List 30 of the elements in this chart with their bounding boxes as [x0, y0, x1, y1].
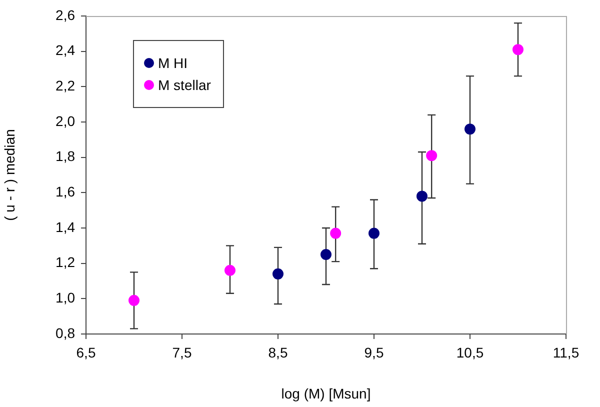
y-tick-label: 0,8 [56, 324, 76, 341]
point [416, 190, 428, 202]
y-tick-label: 1,6 [56, 184, 76, 200]
point [512, 44, 524, 56]
point [426, 150, 438, 162]
x-tick-label: 6,5 [76, 344, 96, 360]
point [368, 228, 380, 239]
y-tick-label: 2,2 [56, 78, 76, 94]
y-tick-label: 1,2 [56, 254, 76, 270]
x-tick-label: 8,5 [268, 344, 288, 360]
point [320, 249, 332, 260]
point [128, 294, 140, 306]
legend-label: M HI [158, 55, 188, 71]
x-tick-label: 11,5 [552, 344, 580, 360]
point [272, 268, 284, 280]
y-tick-label: 2,4 [56, 42, 76, 58]
point [330, 228, 342, 239]
x-axis-title: log (M) [Msun] [281, 385, 371, 402]
x-tick-label: 10,5 [456, 344, 484, 360]
y-tick-label: 2,6 [56, 6, 76, 23]
y-tick-label: 1,4 [56, 218, 76, 235]
y-tick-label: 1,8 [56, 148, 76, 164]
point [464, 124, 476, 135]
point [224, 264, 236, 276]
y-tick-label: 2,0 [56, 112, 76, 129]
y-tick-label: 1,0 [56, 290, 76, 306]
x-tick-label: 9,5 [364, 344, 384, 360]
y-axis-title: ( u - r ) median [1, 129, 18, 221]
x-tick-label: 7,5 [172, 344, 192, 360]
legend-label: M stellar [158, 77, 211, 93]
